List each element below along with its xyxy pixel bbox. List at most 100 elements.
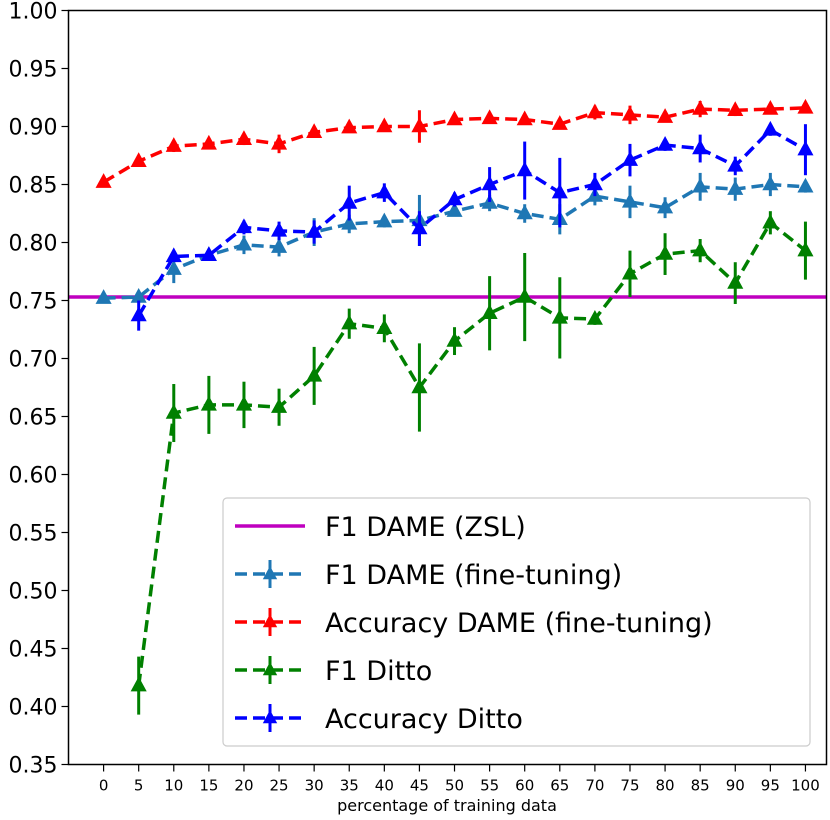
x-tick-label: 15 [199,777,218,795]
data-point [621,192,639,208]
y-tick-label: 0.40 [9,696,58,721]
data-point [271,134,288,150]
legend-item: F1 Ditto [235,656,432,687]
y-tick-label: 0.95 [9,58,58,83]
data-point [586,175,603,191]
x-tick-label: 5 [134,777,144,795]
data-point [797,98,814,114]
data-point [727,274,744,289]
y-tick-label: 0.70 [9,348,58,373]
x-tick-label: 100 [791,777,820,795]
data-point [481,109,498,125]
legend-items: F1 DAME (ZSL) F1 DAME (fine-tuning) Accura… [235,512,713,735]
data-point [516,204,533,220]
x-tick-label: 50 [445,777,464,795]
data-point [797,140,814,156]
data-point [446,110,463,126]
data-point [621,264,639,280]
x-axis-label: percentage of training data [337,796,557,815]
data-point [200,246,217,261]
data-point [727,180,744,195]
data-point [376,212,393,228]
series-f1-ditto [130,211,814,715]
series-line [136,221,807,686]
x-tick-label: 70 [585,777,604,795]
legend: F1 DAME (ZSL) F1 DAME (fine-tuning) Accura… [222,497,811,747]
y-tick-label: 0.80 [9,232,58,257]
data-point [235,395,253,411]
data-point [165,260,182,275]
data-point [551,308,568,324]
data-point [341,314,358,330]
y-tick-label: 0.60 [9,464,58,489]
data-point [130,676,147,692]
y-tick-label: 0.75 [9,290,58,315]
data-point [586,310,603,325]
legend-item: F1 DAME (fine-tuning) [235,560,622,591]
x-tick-label: 60 [515,777,534,795]
data-point [95,173,112,188]
data-point [692,177,709,193]
data-point [657,136,674,151]
data-point [797,241,814,257]
data-point [797,177,814,193]
y-tick-label: 0.90 [9,116,58,141]
y-tick-label: 1.00 [9,0,58,25]
data-point [306,223,323,238]
x-tick-label: 90 [726,777,745,795]
y-tick-label: 0.50 [9,580,58,605]
legend-marker [262,710,278,724]
x-tick-label: 85 [691,777,710,795]
data-point [95,289,112,304]
data-point [516,287,533,303]
data-point [727,156,744,172]
legend-item: Accuracy Ditto [235,704,523,735]
data-point [657,198,674,214]
data-point [165,403,182,419]
y-axis: 0.35 0.40 0.45 0.50 0.55 0.60 0.65 0.70 0.75 0.80… [9,0,69,779]
data-point [516,161,533,177]
x-tick-label: 95 [761,777,780,795]
plot-frame [67,9,828,766]
series-line [137,128,807,317]
data-point [446,190,463,206]
y-tick-label: 0.45 [9,638,58,663]
data-point [657,108,674,123]
legend-label: F1 DAME (ZSL) [325,512,526,543]
data-point [271,221,288,237]
data-point [762,175,779,191]
data-point [727,101,744,116]
data-point [376,319,393,335]
data-point [762,120,779,136]
series-accuracy-dame-fine-tuning- [95,98,814,188]
data-point [271,238,288,253]
data-point [692,100,709,115]
data-point [551,115,568,130]
data-point [516,110,533,126]
data-point [692,139,709,155]
data-point [376,183,393,199]
data-point [411,117,428,133]
data-point [165,247,182,263]
y-tick-label: 0.65 [9,406,58,431]
y-tick-label: 0.85 [9,174,58,199]
x-tick-label: 80 [656,777,675,795]
data-point [551,183,568,199]
data-point [657,245,674,260]
y-tick-label: 0.55 [9,522,58,547]
legend-label: Accuracy DAME (fine-tuning) [325,608,713,639]
legend-marker [262,614,278,628]
data-point [200,134,217,150]
data-point [235,218,253,234]
x-tick-label: 40 [375,777,394,795]
x-tick-label: 0 [99,777,109,795]
data-point [341,118,358,134]
data-point [341,194,358,209]
data-point [235,130,253,145]
data-point [271,398,288,413]
data-point [130,306,147,322]
data-point [621,105,639,121]
data-point [446,202,463,217]
data-point [586,103,603,119]
